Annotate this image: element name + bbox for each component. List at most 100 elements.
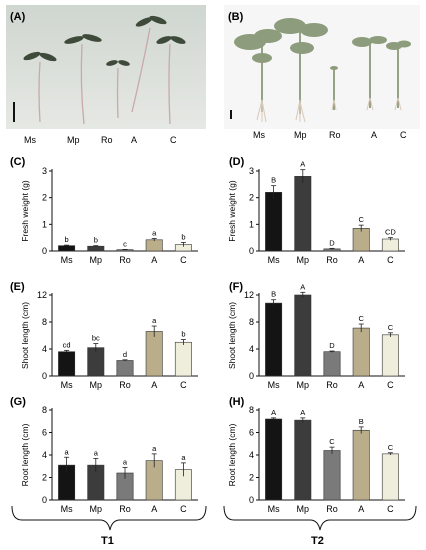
photo-b-plant-label: Ro (329, 130, 341, 140)
photo-b-plant-label: Ms (253, 130, 265, 140)
y-axis-label: Fresh weight (g) (227, 180, 237, 242)
y-tick-label: 1 (249, 219, 254, 229)
bar-ms (58, 245, 76, 252)
x-tick-label: Mp (90, 504, 103, 514)
significance-letter: a (152, 228, 157, 237)
group-bracket-t2 (223, 505, 417, 531)
y-tick-label: 0 (249, 246, 254, 256)
bar-a (145, 331, 163, 377)
significance-letter: a (123, 457, 128, 466)
significance-letter: CD (385, 228, 396, 237)
y-axis-label: Shoot length (cm) (20, 302, 30, 369)
photo-b-background (224, 5, 420, 129)
bar-ro (323, 351, 341, 377)
bar-a (145, 239, 163, 252)
photo-a-plant-label: C (170, 135, 177, 145)
photo-a-label: (A) (10, 11, 26, 23)
photo-b-plant-label: Mp (294, 130, 307, 140)
y-tick-label: 8 (249, 317, 254, 327)
leaves-a (23, 15, 186, 66)
bar-ms (265, 192, 283, 252)
bar-mp (294, 419, 312, 501)
x-tick-label: Ro (326, 504, 338, 514)
significance-letter: B (271, 176, 276, 185)
significance-letter: a (152, 444, 157, 453)
y-tick-label: 2 (249, 193, 254, 203)
bar-ro (116, 360, 134, 377)
x-tick-label: Ms (61, 504, 73, 514)
bar-a (352, 429, 370, 501)
x-tick-label: A (151, 255, 157, 265)
bar-ms (265, 302, 283, 377)
x-tick-label: Ro (119, 504, 131, 514)
significance-letter: C (388, 323, 394, 332)
panel-label: (E) (10, 281, 25, 293)
y-tick-label: 4 (249, 344, 254, 354)
x-tick-label: Ro (119, 380, 131, 390)
significance-letter: b (181, 330, 185, 339)
significance-letter: D (329, 238, 335, 247)
y-tick-label: 2 (42, 193, 47, 203)
chart-panel-f: (F) 0 4 8 12 Shoot length (cm) B Ms A Mp D Ro C A C C (227, 281, 405, 390)
significance-letter: B (271, 290, 276, 299)
scale-bar-b (230, 110, 232, 119)
significance-letter: B (359, 417, 364, 426)
x-tick-label: Ro (326, 380, 338, 390)
x-tick-label: C (387, 380, 394, 390)
panel-label: (C) (10, 156, 26, 168)
bar-c (381, 453, 399, 501)
significance-letter: C (388, 443, 394, 452)
y-tick-label: 2 (42, 473, 47, 483)
seedlings-a (38, 27, 171, 125)
y-axis-label: Root length (cm) (227, 423, 237, 486)
y-tick-label: 8 (249, 405, 254, 415)
photo-b-plant-label: A (371, 130, 377, 140)
bar-c (174, 341, 192, 377)
photo-b-label: (B) (228, 11, 244, 23)
y-tick-label: 4 (42, 450, 47, 460)
photo-a-background (6, 5, 206, 129)
x-tick-label: Ro (326, 255, 338, 265)
significance-letter: a (152, 316, 157, 325)
x-tick-label: C (180, 380, 187, 390)
x-tick-label: Ms (268, 380, 280, 390)
significance-letter: C (329, 437, 335, 446)
bar-mp (294, 294, 312, 377)
x-tick-label: Ms (268, 504, 280, 514)
significance-letter: A (300, 408, 305, 417)
significance-letter: a (181, 453, 186, 462)
photo-a-plant-label: Ro (101, 135, 113, 145)
x-tick-label: Mp (297, 504, 310, 514)
x-tick-label: C (387, 255, 394, 265)
significance-letter: A (300, 282, 305, 291)
y-tick-label: 8 (42, 405, 47, 415)
y-tick-label: 0 (42, 371, 47, 381)
x-tick-label: A (358, 504, 364, 514)
photo-a-plant-label: A (131, 135, 137, 145)
chart-panel-c: (C) 0 1 2 3 Fresh weight (g) b Ms b Mp c Ro a Ab C (10, 156, 198, 265)
y-tick-label: 1 (42, 219, 47, 229)
significance-letter: cd (63, 340, 71, 349)
photo-b: (B) (224, 5, 420, 129)
y-axis-label: Fresh weight (g) (20, 180, 30, 242)
bar-a (352, 327, 370, 377)
scale-bar-a (13, 102, 15, 122)
y-tick-label: 4 (249, 450, 254, 460)
x-tick-label: A (358, 255, 364, 265)
y-tick-label: 0 (42, 246, 47, 256)
significance-letter: a (65, 447, 70, 456)
y-tick-label: 0 (249, 495, 254, 505)
panel-label: (F) (229, 281, 243, 293)
bar-mp (87, 245, 105, 252)
x-tick-label: Mp (297, 380, 310, 390)
significance-letter: d (123, 350, 127, 359)
y-tick-label: 12 (37, 290, 47, 300)
y-tick-label: 3 (42, 166, 47, 176)
photo-b-plant-label: C (400, 130, 407, 140)
foliage-b (234, 18, 411, 70)
significance-letter: A (300, 160, 305, 169)
y-tick-label: 0 (42, 495, 47, 505)
x-tick-label: Ro (119, 255, 131, 265)
x-tick-label: Ms (61, 380, 73, 390)
